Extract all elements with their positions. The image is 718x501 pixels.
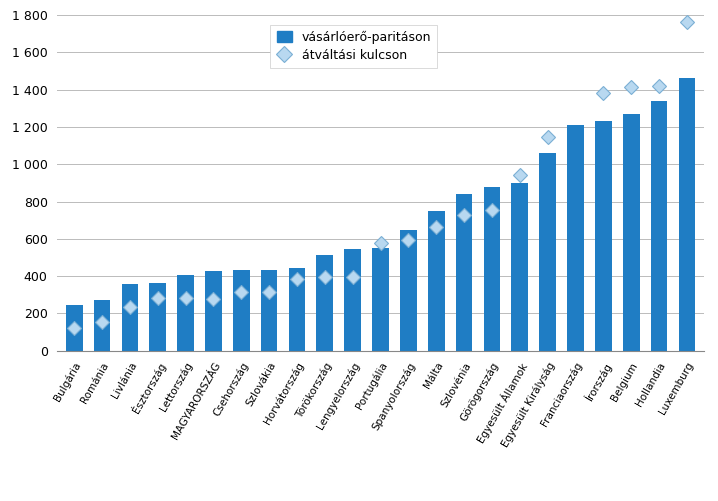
Bar (93, 301, 111, 351)
Bar (317, 255, 333, 351)
Bar (289, 268, 305, 351)
Bar (428, 211, 444, 351)
Bar (233, 270, 250, 351)
Bar (567, 125, 584, 351)
Bar (205, 271, 222, 351)
Legend: vásárlóerő-paritáson, átváltási kulcson: vásárlóerő-paritáson, átváltási kulcson (271, 25, 437, 68)
Bar (345, 249, 361, 351)
Bar (511, 183, 528, 351)
Bar (595, 121, 612, 351)
Bar (372, 248, 389, 351)
Bar (623, 114, 640, 351)
Bar (539, 153, 556, 351)
Bar (484, 186, 500, 351)
Bar (651, 101, 668, 351)
Bar (456, 194, 472, 351)
Bar (261, 270, 277, 351)
Bar (679, 79, 695, 351)
Bar (66, 305, 83, 351)
Bar (400, 230, 416, 351)
Bar (149, 283, 166, 351)
Bar (121, 285, 138, 351)
Bar (177, 275, 194, 351)
